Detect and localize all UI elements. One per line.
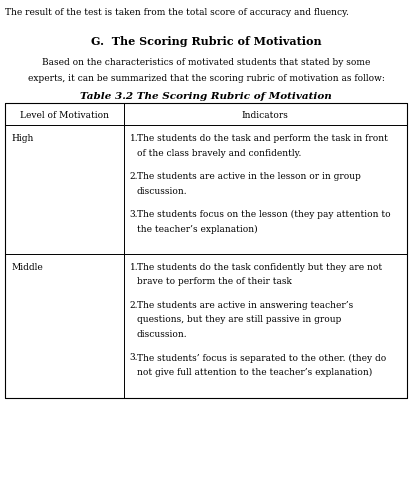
Bar [5, 104, 124, 126]
Text: G.  The Scoring Rubric of Motivation: G. The Scoring Rubric of Motivation [91, 36, 321, 47]
Text: The students are active in answering teacher’s: The students are active in answering tea… [137, 301, 353, 310]
Text: experts, it can be summarized that the scoring rubric of motivation as follow:: experts, it can be summarized that the s… [28, 74, 384, 83]
Text: Level of Motivation: Level of Motivation [20, 110, 109, 119]
Text: Middle: Middle [11, 263, 43, 272]
Bar [124, 126, 407, 255]
Text: brave to perform the of their task: brave to perform the of their task [137, 277, 291, 286]
Text: The result of the test is taken from the total score of accuracy and fluency.: The result of the test is taken from the… [5, 8, 349, 17]
Bar [124, 104, 407, 126]
Text: The students do the task and perform the task in front: The students do the task and perform the… [137, 134, 387, 143]
Text: 1.: 1. [130, 134, 138, 143]
Text: The students are active in the lesson or in group: The students are active in the lesson or… [137, 172, 360, 181]
Text: The students do the task confidently but they are not: The students do the task confidently but… [137, 263, 382, 272]
Text: 1.: 1. [130, 263, 138, 272]
Bar [124, 255, 407, 398]
Text: the teacher’s explanation): the teacher’s explanation) [137, 224, 257, 233]
Text: The students’ focus is separated to the other. (they do: The students’ focus is separated to the … [137, 353, 386, 362]
Text: discussion.: discussion. [137, 186, 187, 195]
Text: The students focus on the lesson (they pay attention to: The students focus on the lesson (they p… [137, 209, 390, 219]
Text: High: High [11, 134, 33, 143]
Bar [5, 126, 124, 255]
Text: Indicators: Indicators [242, 110, 289, 119]
Text: Table 3.2 The Scoring Rubric of Motivation: Table 3.2 The Scoring Rubric of Motivati… [80, 92, 332, 101]
Text: 2.: 2. [130, 172, 138, 181]
Text: 3.: 3. [130, 209, 138, 218]
Text: not give full attention to the teacher’s explanation): not give full attention to the teacher’s… [137, 367, 372, 376]
Bar [5, 255, 124, 398]
Text: questions, but they are still passive in group: questions, but they are still passive in… [137, 315, 341, 324]
Text: of the class bravely and confidently.: of the class bravely and confidently. [137, 148, 301, 157]
Text: 2.: 2. [130, 301, 138, 310]
Text: Based on the characteristics of motivated students that stated by some: Based on the characteristics of motivate… [42, 58, 370, 67]
Text: 3.: 3. [130, 353, 138, 362]
Text: discussion.: discussion. [137, 329, 187, 338]
Bar [5, 104, 407, 398]
